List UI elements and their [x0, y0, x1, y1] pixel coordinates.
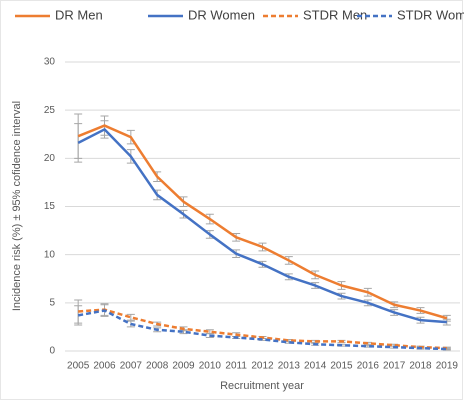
error-bar	[126, 313, 135, 321]
y-tick-label: 20	[44, 153, 56, 164]
series-line	[77, 128, 447, 324]
series-line	[77, 309, 447, 351]
x-tick-label: 2015	[330, 361, 353, 372]
legend: DR Men DR Women STDR Men STDR Women	[15, 7, 464, 22]
x-tick-label: 2012	[251, 361, 274, 372]
legend-label: DR Women	[188, 7, 255, 22]
x-tick-label: 2009	[172, 361, 195, 372]
y-tick-label: 10	[44, 249, 56, 260]
y-tick-label: 25	[44, 105, 56, 116]
x-tick-label: 2018	[409, 361, 432, 372]
legend-label: STDR Men	[303, 7, 367, 22]
y-tick-label: 5	[49, 297, 55, 308]
x-axis-title: Recruitment year	[220, 380, 304, 392]
x-tick-label: 2011	[225, 361, 247, 372]
x-tick-label: 2006	[93, 361, 116, 372]
series-line	[77, 124, 448, 320]
series-line	[78, 308, 447, 350]
x-tick-label: 2017	[383, 361, 406, 372]
legend-label: STDR Women	[397, 7, 464, 22]
y-tick-label: 15	[44, 201, 56, 212]
y-axis-title: Incidence risk (%) ± 95% cofidence inter…	[11, 101, 23, 311]
x-tick-label: 2019	[436, 361, 459, 372]
legend-label: DR Men	[55, 7, 103, 22]
x-tick-label: 2010	[199, 361, 222, 372]
x-tick-label: 2008	[146, 361, 169, 372]
x-tick-label: 2013	[278, 361, 301, 372]
x-tick-label: 2016	[357, 361, 380, 372]
y-tick-label: 0	[49, 346, 55, 357]
y-tick-label: 30	[44, 57, 56, 68]
x-tick-label: 2005	[67, 361, 90, 372]
x-tick-label: 2014	[304, 361, 327, 372]
x-tick-label: 2007	[120, 361, 143, 372]
